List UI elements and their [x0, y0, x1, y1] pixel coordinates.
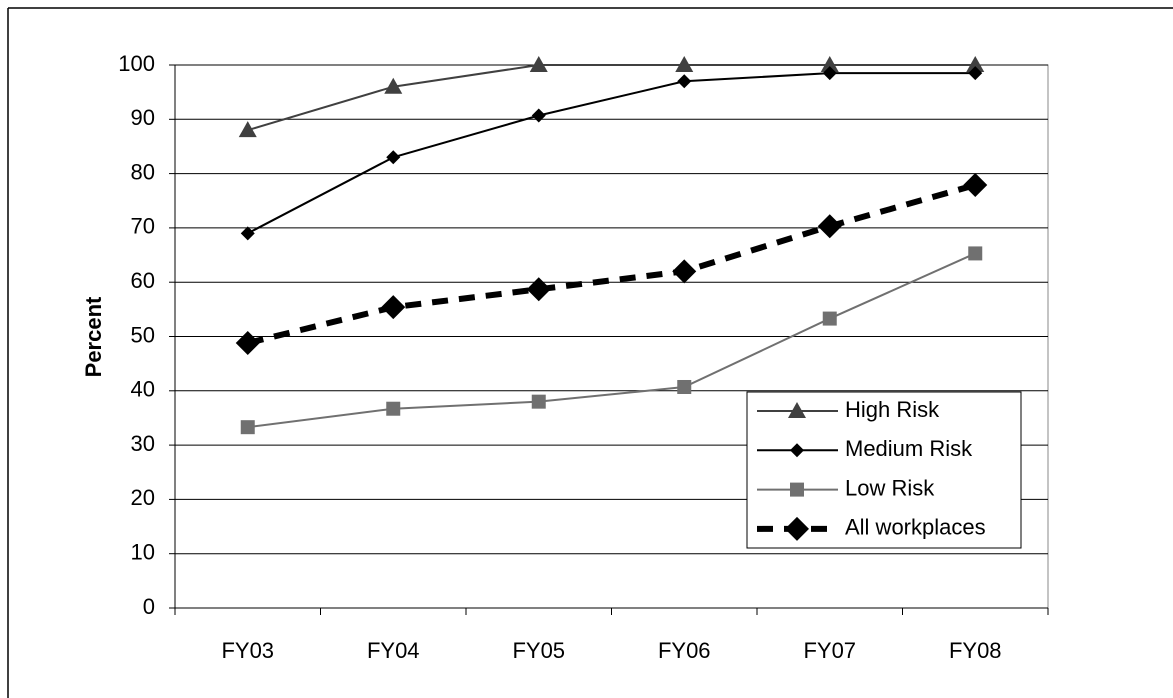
- marker: [529, 56, 548, 72]
- y-tick-label: 60: [131, 268, 155, 293]
- y-tick-label: 50: [131, 322, 155, 347]
- marker: [822, 66, 837, 81]
- marker: [381, 295, 406, 320]
- x-tick-label: FY03: [221, 638, 274, 663]
- marker: [966, 56, 985, 72]
- legend-label: All workplaces: [845, 515, 986, 540]
- marker: [677, 74, 692, 89]
- series-line: [247, 64, 976, 132]
- marker: [240, 420, 255, 435]
- y-tick-label: 80: [131, 159, 155, 184]
- y-tick-label: 20: [131, 485, 155, 510]
- series-line: [247, 252, 976, 429]
- legend-label: Low Risk: [845, 475, 935, 500]
- series-line: [247, 72, 976, 235]
- marker: [968, 246, 983, 261]
- marker: [526, 277, 551, 302]
- x-tick-label: FY05: [512, 638, 565, 663]
- legend-label: Medium Risk: [845, 436, 973, 461]
- marker: [963, 173, 988, 198]
- marker: [235, 331, 260, 356]
- marker: [788, 402, 806, 418]
- marker: [386, 150, 401, 165]
- marker: [817, 214, 842, 239]
- y-axis-title: Percent: [81, 296, 106, 377]
- series-line: [247, 182, 977, 346]
- x-tick-label: FY06: [658, 638, 711, 663]
- marker: [386, 401, 401, 416]
- marker: [384, 77, 403, 94]
- marker: [822, 311, 837, 326]
- marker: [968, 66, 983, 81]
- marker: [240, 226, 255, 241]
- y-tick-label: 0: [143, 594, 155, 619]
- y-tick-label: 30: [131, 431, 155, 456]
- marker: [790, 482, 804, 497]
- marker: [790, 443, 804, 458]
- y-tick-label: 70: [131, 214, 155, 239]
- x-tick-label: FY08: [949, 638, 1002, 663]
- legend-label: High Risk: [845, 397, 940, 422]
- marker: [675, 56, 694, 72]
- marker: [238, 121, 257, 138]
- y-tick-label: 40: [131, 377, 155, 402]
- x-tick-label: FY04: [367, 638, 420, 663]
- marker: [672, 259, 697, 284]
- marker: [785, 516, 809, 541]
- marker: [531, 108, 546, 123]
- y-tick-label: 90: [131, 105, 155, 130]
- x-tick-label: FY07: [803, 638, 856, 663]
- marker: [531, 394, 546, 409]
- marker: [820, 56, 839, 72]
- y-tick-label: 100: [118, 51, 155, 76]
- marker: [677, 379, 692, 394]
- y-tick-label: 10: [131, 540, 155, 565]
